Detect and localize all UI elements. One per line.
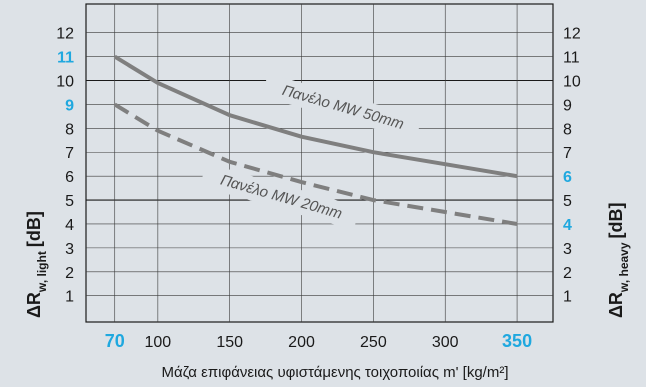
y-tick-right: 11: [563, 50, 580, 67]
x-axis-label: Μάζα επιφάνειας υφιστάμενης τοιχοποιίας …: [161, 364, 508, 381]
y-axis-label-left-main: ΔR: [24, 292, 44, 318]
y-axis-label-right-unit: [dB]: [606, 202, 626, 238]
y-tick-left: 10: [56, 74, 74, 91]
y-tick-right: 1: [563, 289, 572, 306]
y-tick-left: 8: [65, 121, 74, 138]
data-point: [157, 82, 158, 83]
y-tick-right: 6: [563, 169, 572, 186]
series-line-0: [115, 57, 517, 177]
x-tick: 200: [288, 334, 315, 351]
x-tick: 70: [105, 331, 125, 351]
y-tick-left: 3: [65, 241, 74, 258]
y-axis-label-left: ΔRw, light [dB]: [24, 211, 49, 318]
data-point: [373, 152, 374, 153]
y-tick-left: 9: [65, 97, 74, 114]
data-point: [301, 136, 302, 137]
y-axis-label-left-unit: [dB]: [24, 211, 44, 247]
y-tick-left: 5: [65, 193, 74, 210]
grid: [86, 4, 553, 322]
y-tick-right: 3: [563, 241, 572, 258]
data-point: [373, 200, 374, 201]
data-point: [114, 104, 115, 105]
y-tick-right: 8: [563, 121, 572, 138]
data-point: [229, 161, 230, 162]
data-point: [517, 176, 518, 177]
data-point: [517, 223, 518, 224]
data-point: [157, 130, 158, 131]
x-tick: 100: [144, 334, 171, 351]
y-tick-right: 5: [563, 193, 572, 210]
x-tick: 350: [502, 331, 532, 351]
data-point: [445, 212, 446, 213]
y-tick-left: 1: [65, 289, 74, 306]
y-tick-left: 7: [65, 145, 74, 162]
y-tick-left: 2: [65, 265, 74, 282]
y-tick-left: 4: [65, 217, 74, 234]
plot-frame: [86, 4, 553, 322]
y-tick-left: 12: [56, 26, 74, 43]
y-tick-right: 12: [563, 26, 581, 43]
y-axis-label-left-sub: w, light: [35, 251, 49, 293]
y-tick-right: 10: [563, 74, 581, 91]
y-axis-label-right: ΔRw, heavy [dB]: [606, 202, 631, 318]
x-tick: 250: [360, 334, 387, 351]
y-axis-label-right-sub: w, heavy: [617, 242, 631, 293]
data-point: [229, 115, 230, 116]
y-tick-right: 2: [563, 265, 572, 282]
y-tick-right: 4: [563, 217, 572, 234]
y-tick-left: 11: [57, 50, 74, 67]
y-tick-left: 6: [65, 169, 74, 186]
data-point: [301, 182, 302, 183]
y-tick-right: 7: [563, 145, 572, 162]
x-tick: 300: [432, 334, 459, 351]
y-axis-label-right-main: ΔR: [606, 292, 626, 318]
x-axis: 70 100 150 200 250 300 350: [105, 331, 532, 351]
x-tick: 150: [216, 334, 243, 351]
data-point: [114, 56, 115, 57]
data-point: [445, 164, 446, 165]
y-tick-right: 9: [563, 97, 572, 114]
